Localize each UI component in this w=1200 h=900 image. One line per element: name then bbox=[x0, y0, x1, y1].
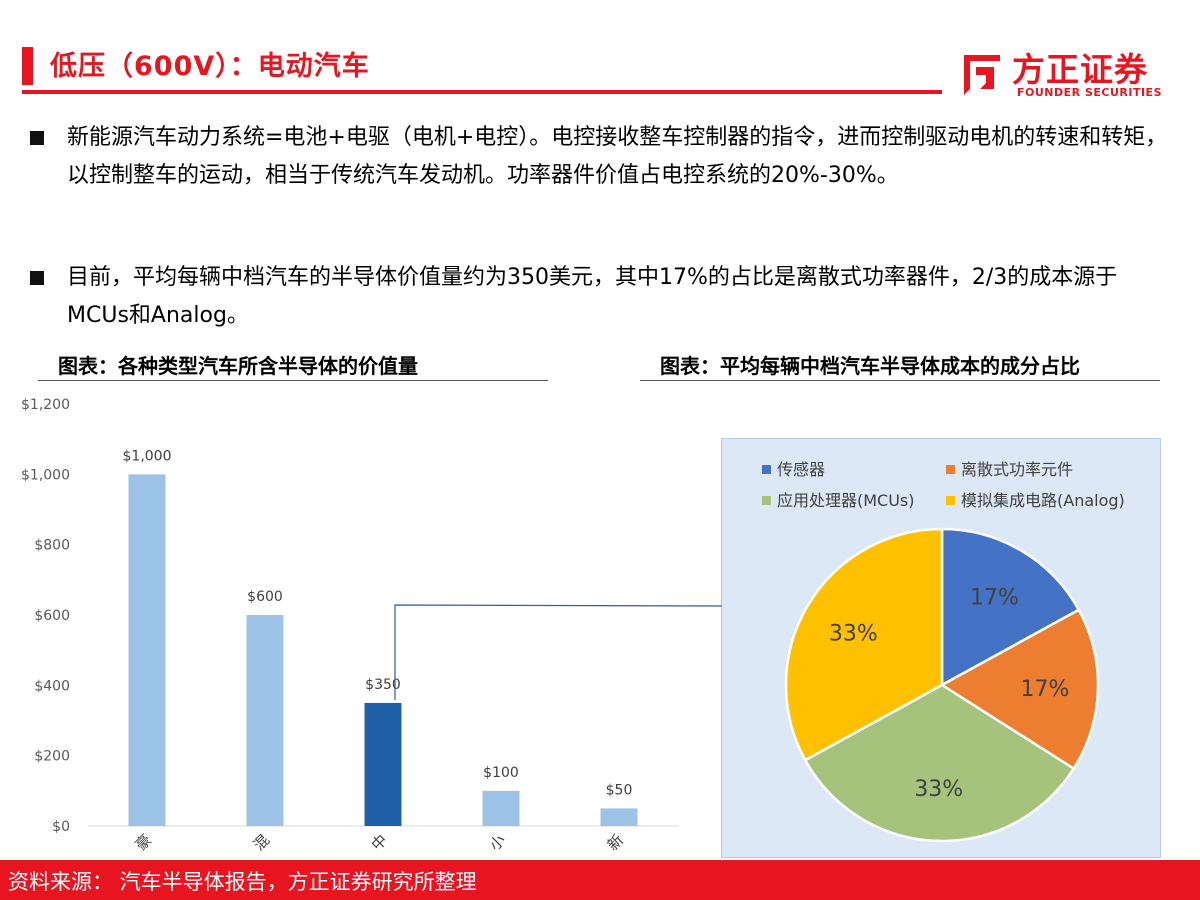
pie-slice bbox=[784, 527, 944, 762]
legend-swatch bbox=[946, 496, 955, 505]
logo-chinese: 方正证券 bbox=[1012, 50, 1148, 89]
pie-slice bbox=[940, 527, 1081, 688]
legend-swatch bbox=[946, 465, 955, 474]
y-tick-label: $200 bbox=[34, 749, 70, 765]
page-title: 低压（600V）：电动汽车 bbox=[50, 51, 370, 82]
bar bbox=[128, 474, 166, 826]
pie-slice bbox=[939, 608, 1100, 771]
y-tick-label: $800 bbox=[34, 538, 70, 554]
y-tick-label: $1,200 bbox=[21, 397, 70, 413]
pie-value-label: 17% bbox=[1020, 677, 1069, 702]
y-tick-label: $0 bbox=[52, 819, 70, 835]
legend-label: 模拟集成电路(Analog) bbox=[961, 491, 1125, 510]
bullet-item: 新能源汽车动力系统=电池+电驱（电机+电控）。电控接收整车控制器的指令，进而控制… bbox=[30, 119, 1170, 195]
left-chart-caption: 图表：各种类型汽车所含半导体的价值量 bbox=[58, 354, 418, 378]
bullet-text: 新能源汽车动力系统=电池+电驱（电机+电控）。电控接收整车控制器的指令，进而控制… bbox=[67, 125, 1168, 188]
founder-logo-icon bbox=[964, 55, 1000, 95]
bar-value-label: $600 bbox=[247, 589, 283, 605]
bar-chart: $0$200$400$600$800$1,000$1,200$1,000豪$60… bbox=[21, 397, 678, 854]
bar bbox=[364, 702, 402, 826]
right-chart-caption: 图表：平均每辆中档汽车半导体成本的成分占比 bbox=[660, 354, 1080, 378]
bullet-square-icon bbox=[30, 271, 44, 285]
bar bbox=[600, 808, 638, 826]
legend-item: 应用处理器(MCUs) bbox=[762, 487, 915, 511]
pie-chart: 17% 17% 33% 33% bbox=[784, 527, 1100, 843]
bullet-text: 目前，平均每辆中档汽车的半导体价值量约为350美元，其中17%的占比是离散式功率… bbox=[67, 265, 1118, 328]
pie-value-label: 33% bbox=[914, 777, 963, 802]
header-accent-bar bbox=[22, 47, 33, 85]
y-tick-label: $600 bbox=[34, 608, 70, 624]
y-tick-label: $1,000 bbox=[21, 467, 70, 483]
right-caption-underline bbox=[640, 380, 1160, 381]
legend-label: 传感器 bbox=[777, 460, 826, 479]
legend-item: 离散式功率元件 bbox=[946, 456, 1073, 480]
bar-value-label: $350 bbox=[365, 677, 401, 693]
bar bbox=[246, 615, 284, 826]
pie-value-label: 17% bbox=[970, 585, 1019, 610]
legend-swatch bbox=[762, 465, 771, 474]
pie-value-label: 33% bbox=[829, 622, 878, 647]
legend-item: 传感器 bbox=[762, 456, 825, 480]
bar-value-label: $1,000 bbox=[123, 448, 172, 464]
y-tick-label: $400 bbox=[34, 678, 70, 694]
left-caption-underline bbox=[38, 380, 548, 381]
bar-value-label: $50 bbox=[606, 782, 633, 798]
header-divider bbox=[22, 90, 942, 94]
legend-label: 离散式功率元件 bbox=[961, 460, 1074, 479]
footer-bar: 资料来源： 汽车半导体报告，方正证券研究所整理 bbox=[0, 860, 1200, 900]
bar-value-label: $100 bbox=[483, 765, 519, 781]
legend-swatch bbox=[762, 496, 771, 505]
bullet-square-icon bbox=[30, 131, 44, 145]
pie-chart-panel: 传感器 离散式功率元件 应用处理器(MCUs) 模拟集成电路(Analog) 1… bbox=[721, 438, 1161, 858]
footer-source: 资料来源： 汽车半导体报告，方正证券研究所整理 bbox=[8, 870, 477, 894]
legend-item: 模拟集成电路(Analog) bbox=[946, 487, 1125, 511]
bar bbox=[482, 790, 520, 826]
logo-english: FOUNDER SECURITIES bbox=[1017, 86, 1162, 99]
bullet-item: 目前，平均每辆中档汽车的半导体价值量约为350美元，其中17%的占比是离散式功率… bbox=[30, 259, 1170, 335]
legend-label: 应用处理器(MCUs) bbox=[777, 491, 915, 510]
